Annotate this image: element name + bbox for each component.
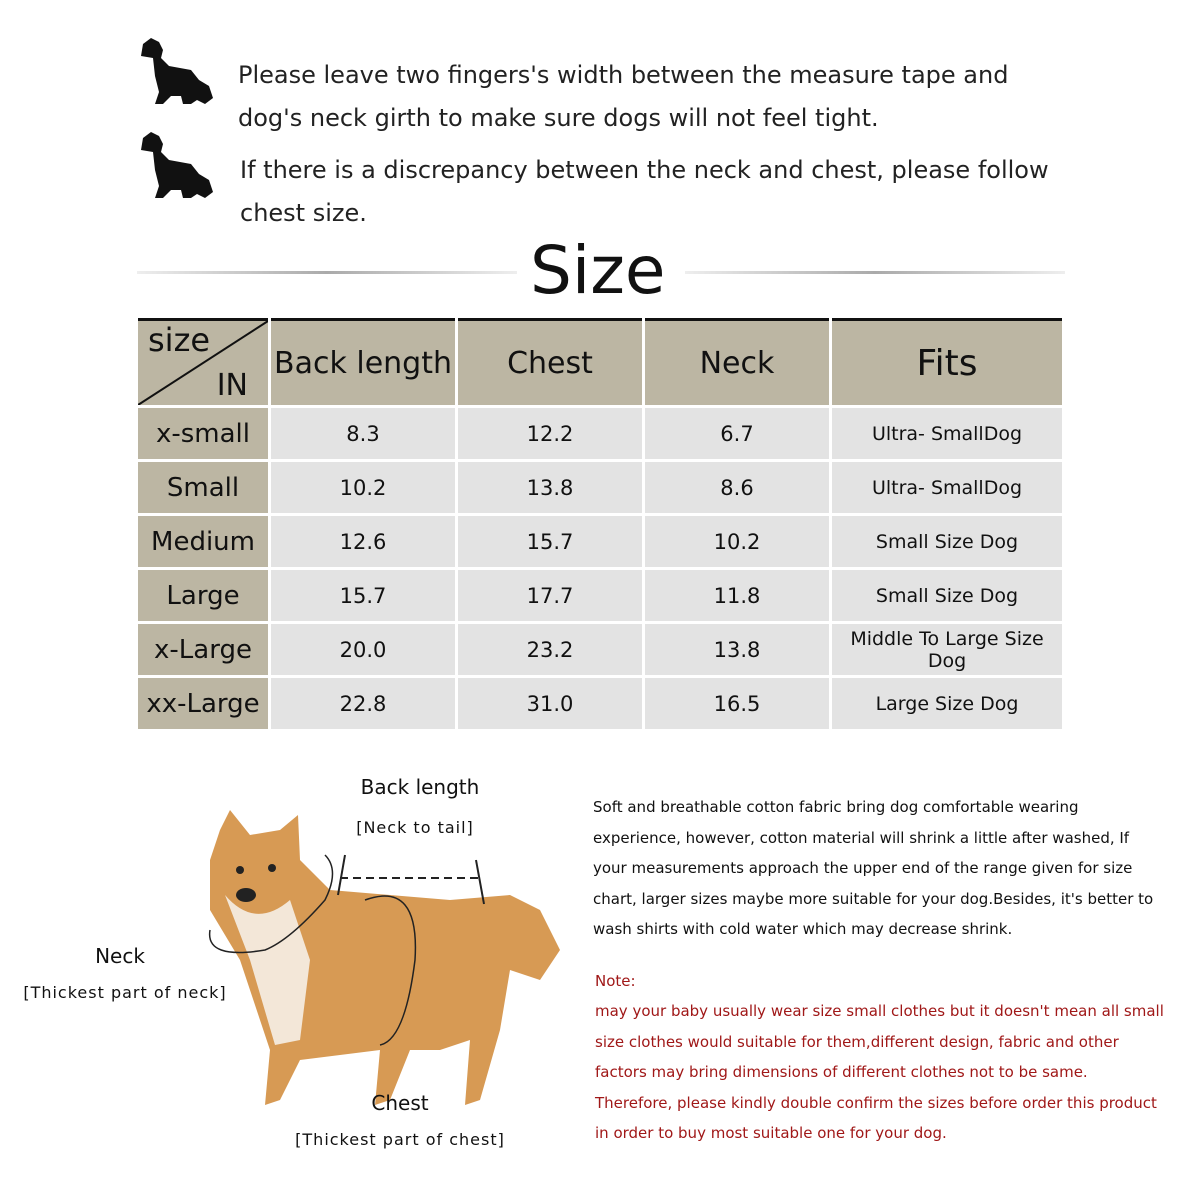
dog-icon <box>141 38 213 104</box>
back-length-cell: 8.3 <box>268 405 458 462</box>
neck-label: Neck <box>95 944 145 968</box>
table-row: Small 10.2 13.8 8.6 Ultra- SmallDog <box>135 459 1065 516</box>
chest-cell: 12.2 <box>455 405 645 462</box>
note-label: Note: <box>595 972 636 990</box>
table-row: xx-Large 22.8 31.0 16.5 Large Size Dog <box>135 675 1065 732</box>
chest-label: Chest <box>371 1091 429 1115</box>
fits-cell: Ultra- SmallDog <box>829 459 1065 516</box>
page-title: Size <box>530 232 666 309</box>
neck-cell: 8.6 <box>642 459 832 516</box>
back-length-sub: [Neck to tail] <box>356 818 474 837</box>
back-length-cell: 10.2 <box>268 459 458 516</box>
table-row: x-small 8.3 12.2 6.7 Ultra- SmallDog <box>135 405 1065 462</box>
back-length-label: Back length <box>360 775 480 799</box>
neck-cell: 11.8 <box>642 567 832 624</box>
table-header-row: size IN Back length Chest Neck Fits <box>135 319 1065 408</box>
header-chest: Chest <box>455 319 645 408</box>
neck-cell: 6.7 <box>642 405 832 462</box>
back-length-cell: 20.0 <box>268 621 458 678</box>
table-row: Large 15.7 17.7 11.8 Small Size Dog <box>135 567 1065 624</box>
size-name-cell: Medium <box>135 513 271 570</box>
chest-cell: 15.7 <box>455 513 645 570</box>
back-length-cell: 12.6 <box>268 513 458 570</box>
size-name-cell: Large <box>135 567 271 624</box>
chest-cell: 23.2 <box>455 621 645 678</box>
fits-cell: Small Size Dog <box>829 567 1065 624</box>
fits-cell: Ultra- SmallDog <box>829 405 1065 462</box>
chest-cell: 31.0 <box>455 675 645 732</box>
table-row: x-Large 20.0 23.2 13.8 Middle To Large Size … <box>135 621 1065 678</box>
neck-sub: [Thickest part of neck] <box>23 983 227 1002</box>
neck-cell: 10.2 <box>642 513 832 570</box>
note-text: may your baby usually wear size small cl… <box>595 1002 1164 1142</box>
size-name-cell: x-small <box>135 405 271 462</box>
size-table: size IN Back length Chest Neck Fits x-sma… <box>135 318 1065 732</box>
back-length-cell: 15.7 <box>268 567 458 624</box>
fits-cell: Middle To Large Size Dog <box>829 621 1065 678</box>
divider-right <box>685 271 1065 274</box>
size-name-cell: xx-Large <box>135 675 271 732</box>
fits-cell: Large Size Dog <box>829 675 1065 732</box>
header-fits: Fits <box>829 319 1065 408</box>
chest-cell: 13.8 <box>455 459 645 516</box>
description-text: Soft and breathable cotton fabric bring … <box>593 798 1154 938</box>
corner-header: size IN <box>135 319 271 408</box>
size-name-cell: x-Large <box>135 621 271 678</box>
divider-left <box>137 271 517 274</box>
chest-sub: [Thickest part of chest] <box>295 1130 505 1149</box>
header-back-length: Back length <box>268 319 458 408</box>
dog-photo <box>208 810 560 1105</box>
header-neck: Neck <box>642 319 832 408</box>
neck-cell: 16.5 <box>642 675 832 732</box>
back-length-cell: 22.8 <box>268 675 458 732</box>
fits-cell: Small Size Dog <box>829 513 1065 570</box>
tip-chest: If there is a discrepancy between the ne… <box>240 156 1049 227</box>
chest-cell: 17.7 <box>455 567 645 624</box>
tip-neck: Please leave two fingers's width between… <box>238 61 1009 132</box>
neck-cell: 13.8 <box>642 621 832 678</box>
dog-icon <box>141 132 213 198</box>
table-row: Medium 12.6 15.7 10.2 Small Size Dog <box>135 513 1065 570</box>
size-name-cell: Small <box>135 459 271 516</box>
